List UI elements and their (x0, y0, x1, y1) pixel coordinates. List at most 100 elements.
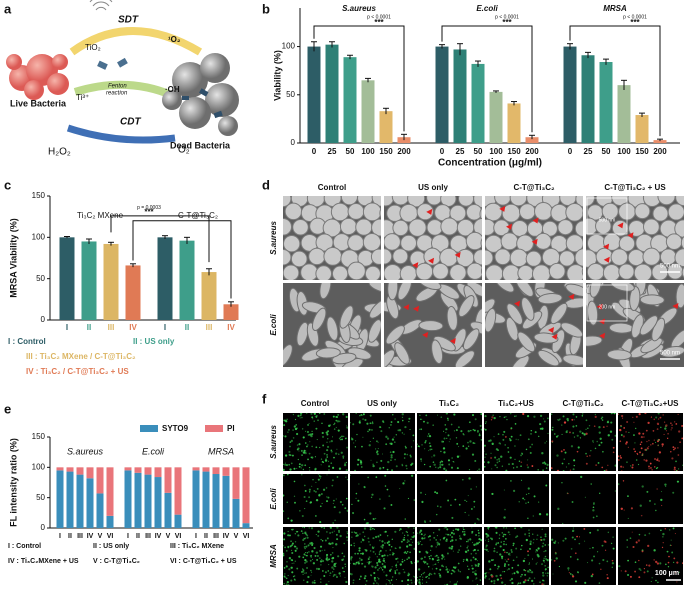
stain-dot (567, 569, 570, 571)
stain-dot (467, 495, 469, 497)
stain-dot (311, 445, 313, 448)
stain-dot (412, 541, 414, 543)
stain-dot (422, 576, 424, 578)
stain-dot (478, 468, 481, 471)
stain-dot (545, 558, 547, 560)
x-tick-label: I (127, 533, 129, 540)
stain-dot (433, 463, 436, 466)
cell-body (533, 332, 559, 344)
stain-dot (429, 465, 431, 468)
stain-dot (457, 570, 460, 572)
stain-dot (460, 430, 463, 433)
stain-dot (511, 573, 513, 575)
stain-dot (664, 483, 667, 486)
stain-dot (350, 422, 351, 424)
stain-dot (300, 413, 303, 415)
stain-dot (662, 536, 664, 538)
cell-body (292, 218, 309, 236)
stain-dot (318, 494, 321, 497)
stain-dot (633, 448, 635, 450)
stain-dot (487, 538, 489, 540)
stain-dot (315, 416, 318, 418)
stain-dot (475, 552, 477, 555)
stain-dot (536, 553, 539, 556)
stain-dot (423, 520, 426, 523)
stain-dot (352, 579, 355, 582)
stain-dot (505, 543, 507, 546)
stain-dot (327, 460, 330, 462)
stain-dot (307, 424, 309, 426)
stain-dot (287, 546, 290, 549)
stain-dot (320, 578, 322, 580)
stain-dot (563, 421, 567, 424)
stain-dot (653, 418, 656, 421)
y-tick-label: 100 (32, 232, 46, 241)
stain-dot (407, 540, 410, 543)
cell-body (657, 196, 676, 206)
cell-body (296, 321, 309, 347)
stain-dot (462, 433, 465, 435)
bar (635, 115, 649, 143)
stain-dot (379, 561, 382, 563)
stain-dot (493, 436, 495, 438)
stain-dot (470, 429, 472, 432)
stain-dot (505, 538, 507, 540)
stain-dot (579, 536, 581, 538)
cell-body (506, 303, 524, 325)
stain-dot (533, 577, 536, 579)
cell-body (311, 307, 327, 331)
stain-dot (499, 545, 502, 548)
stain-dot (291, 454, 294, 457)
stain-dot (341, 567, 344, 569)
stain-dot (541, 528, 543, 530)
stain-dot (540, 539, 542, 541)
stain-dot (408, 543, 411, 547)
stain-dot (402, 532, 404, 534)
stain-dot (592, 440, 594, 442)
stain-dot (632, 416, 634, 418)
stain-dot (405, 530, 408, 533)
cell-body (517, 264, 534, 280)
stain-dot (302, 568, 304, 570)
stain-dot (407, 578, 410, 582)
x-tick-label: 25 (584, 147, 593, 156)
stain-dot (444, 584, 446, 585)
stain-dot (312, 479, 314, 481)
stain-dot (283, 532, 286, 535)
stain-dot (304, 561, 306, 564)
stain-dot (631, 531, 633, 533)
stain-dot (445, 566, 447, 568)
inset (586, 284, 628, 322)
stain-dot (449, 438, 451, 440)
stain-dot (443, 467, 446, 470)
stain-dot (475, 486, 477, 488)
stain-dot (406, 453, 409, 456)
cell-body (581, 267, 583, 276)
stain-dot (310, 541, 313, 545)
stain-dot (551, 538, 554, 541)
stain-dot (368, 444, 371, 447)
stain-dot (360, 462, 363, 465)
stain-dot (587, 562, 589, 564)
stain-dot (498, 460, 501, 462)
image-cell (618, 527, 683, 585)
stain-dot (306, 536, 309, 539)
stain-dot (286, 561, 288, 563)
cell-body (473, 196, 482, 209)
stain-dot (479, 579, 481, 581)
x-tick-label: II (204, 533, 208, 540)
stain-dot (388, 495, 391, 497)
stain-dot (326, 500, 329, 503)
cell-body (369, 299, 381, 319)
stain-dot (478, 541, 481, 544)
stain-dot (306, 445, 308, 448)
stain-dot (504, 435, 507, 438)
stain-dot (303, 449, 306, 452)
stain-dot (667, 566, 670, 568)
image-cell (551, 413, 616, 471)
stain-dot (496, 466, 498, 469)
stain-dot (306, 554, 308, 557)
stain-dot (450, 504, 452, 506)
stain-dot (401, 463, 403, 466)
stain-dot (473, 506, 475, 508)
